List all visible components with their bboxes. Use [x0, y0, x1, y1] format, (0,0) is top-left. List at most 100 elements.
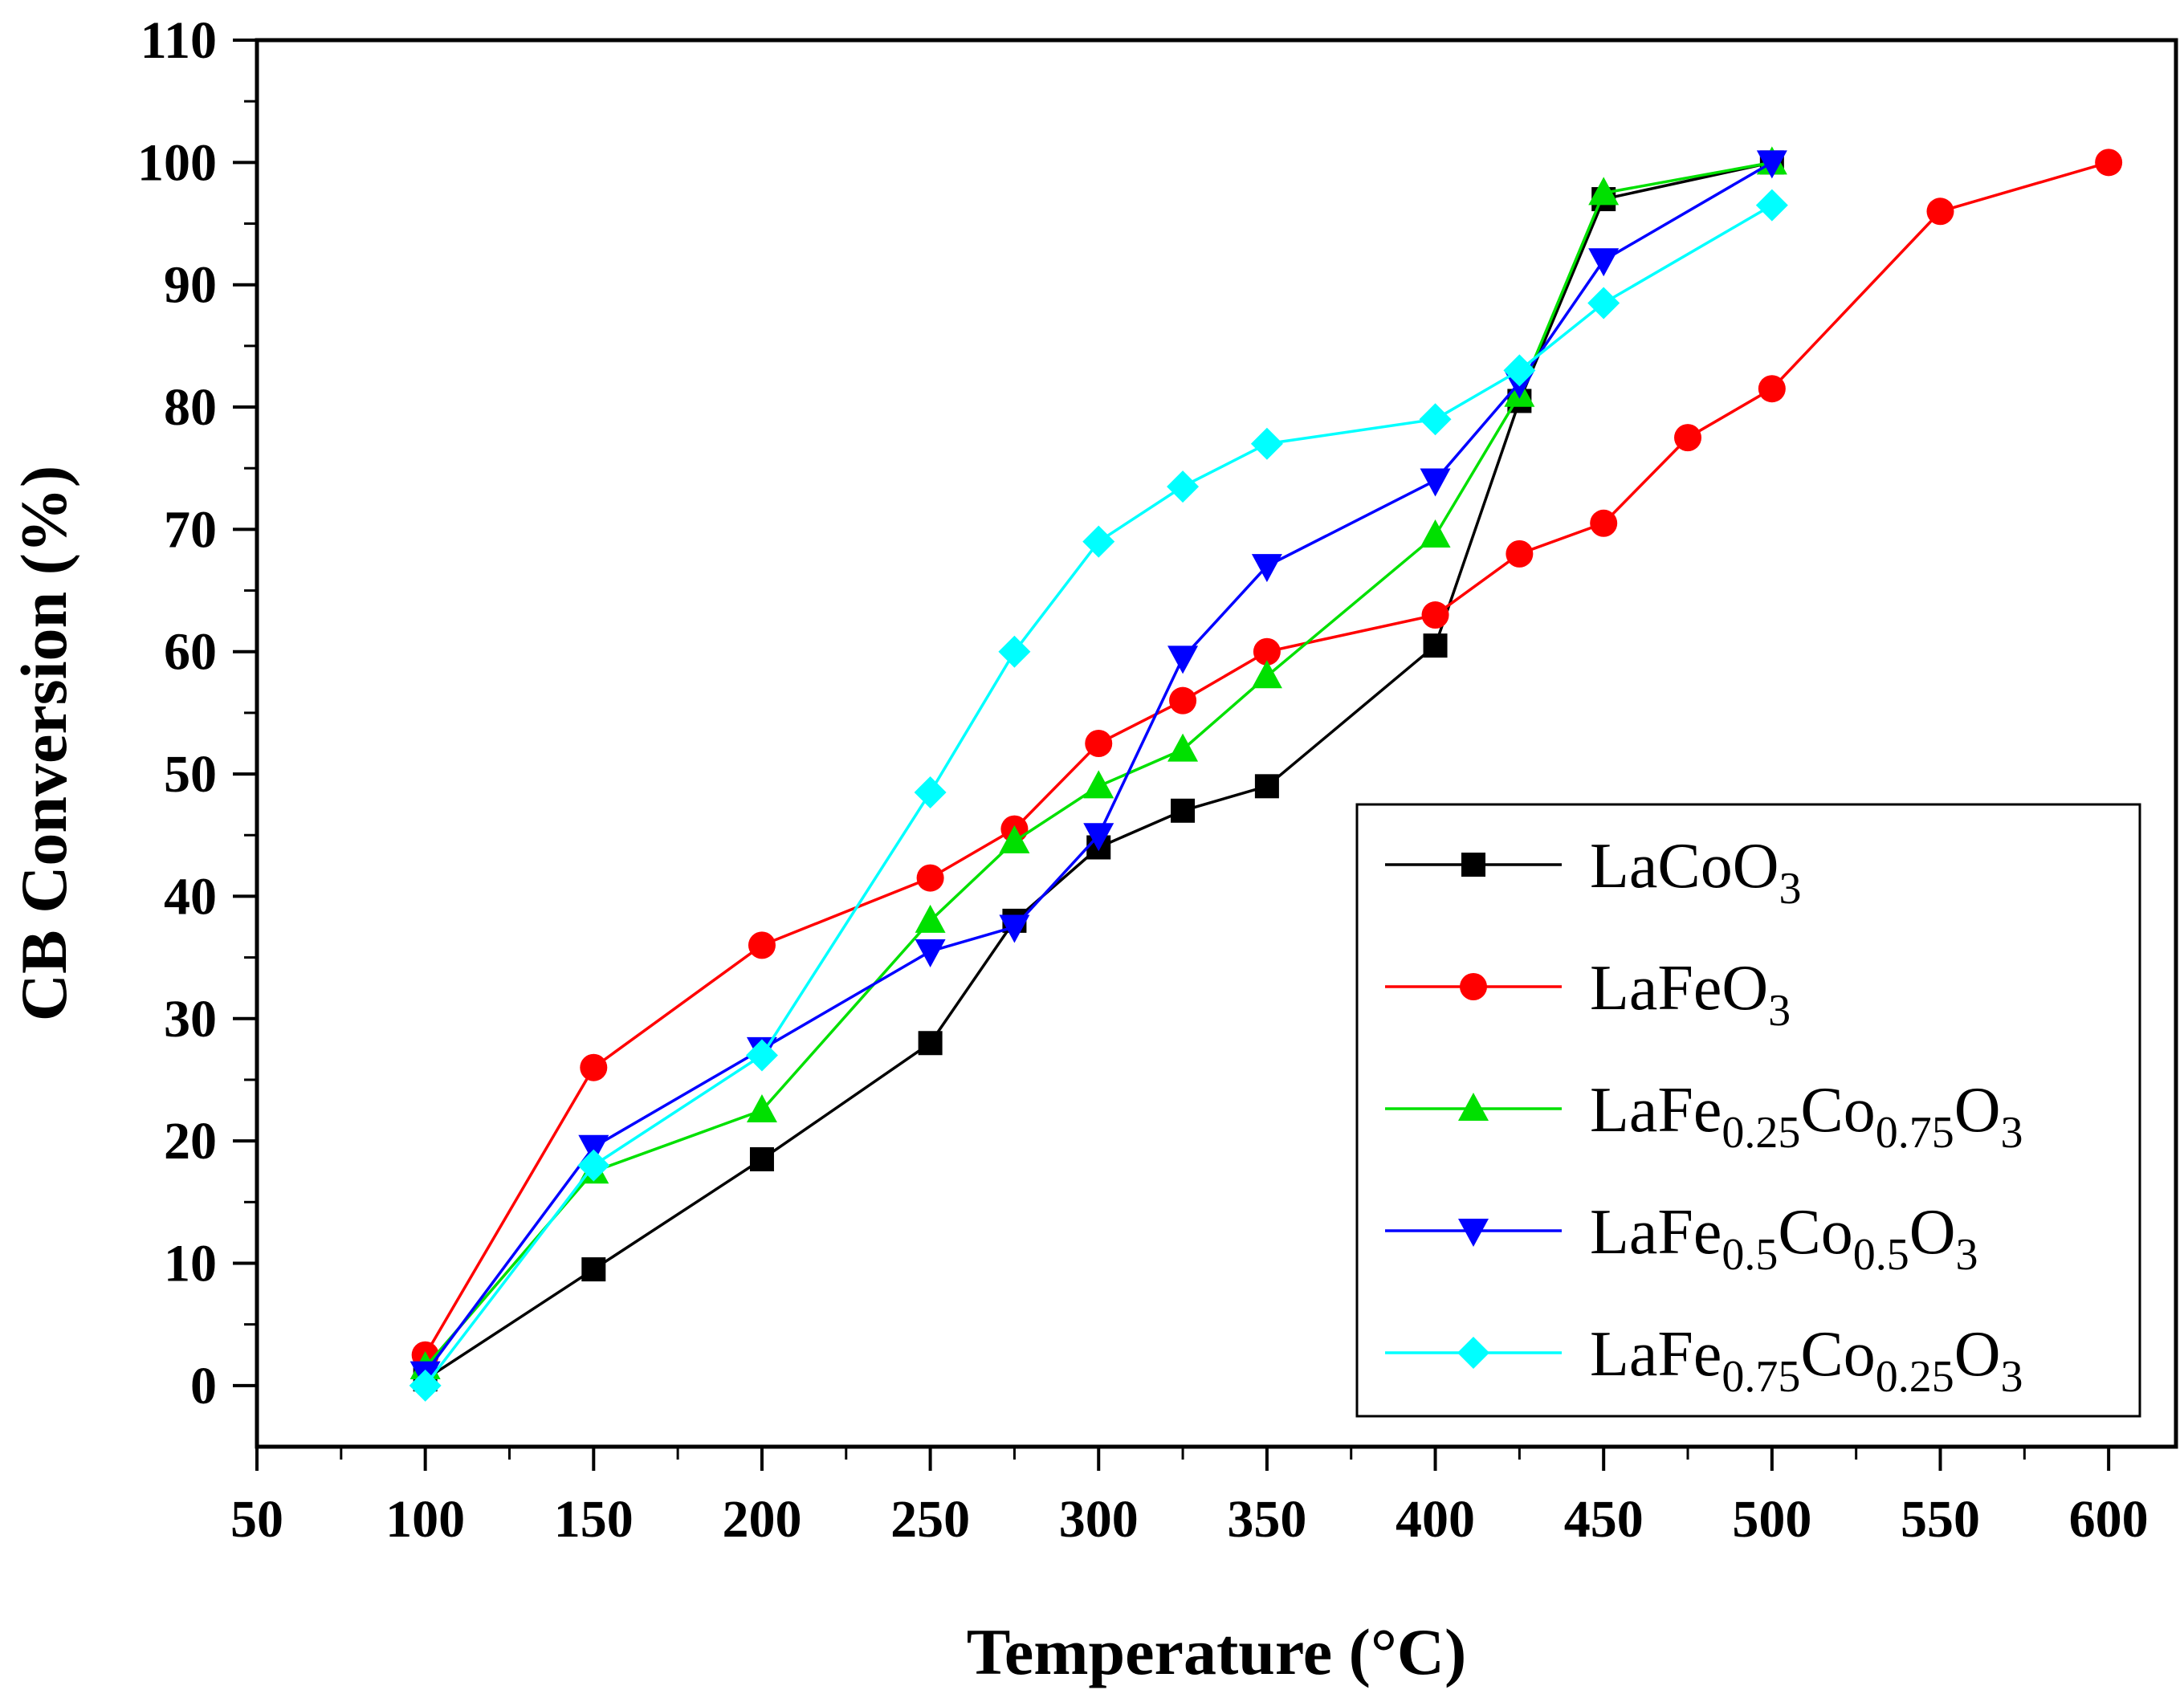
data-point: [1167, 645, 1199, 674]
x-tick-label: 350: [1227, 1490, 1306, 1549]
legend-label: LaFe0.75Co0.25O3: [1590, 1319, 2023, 1402]
data-point: [1250, 427, 1283, 460]
series-line: [424, 161, 1773, 1374]
x-tick-label: 600: [2069, 1490, 2149, 1549]
data-point: [1420, 519, 1451, 548]
data-point: [1421, 601, 1449, 629]
data-point: [1503, 354, 1536, 387]
data-point: [1755, 189, 1788, 222]
data-point: [578, 1134, 609, 1163]
y-tick-label: 110: [141, 11, 217, 70]
data-point: [1926, 197, 1954, 226]
x-axis-title: Temperature (°C): [967, 1615, 1467, 1688]
data-point: [748, 931, 776, 959]
data-point: [915, 904, 946, 933]
y-axis-title: CB Conversion (%): [7, 466, 80, 1021]
x-tick-label: 400: [1396, 1490, 1475, 1549]
y-tick-label: 40: [164, 867, 217, 926]
data-point: [2095, 149, 2123, 177]
legend-marker: [1461, 853, 1485, 877]
x-tick-label: 100: [385, 1490, 465, 1549]
data-point: [749, 1146, 774, 1171]
data-point: [998, 635, 1031, 668]
data-point: [1590, 509, 1618, 537]
legend-marker: [1458, 1219, 1489, 1247]
series-5: [409, 189, 1788, 1402]
x-tick-label: 50: [230, 1490, 283, 1549]
y-tick-label: 100: [137, 133, 217, 192]
data-point: [914, 776, 947, 808]
y-tick-label: 80: [164, 378, 217, 437]
x-tick-label: 250: [890, 1490, 970, 1549]
x-tick-label: 150: [554, 1490, 634, 1549]
y-tick-label: 0: [190, 1357, 217, 1415]
axis-ticks: 50 100 150 200 250 300 350 400 450 500 550 600 0 10 20…: [137, 11, 2149, 1549]
data-point: [745, 1039, 778, 1072]
y-tick-label: 70: [164, 500, 217, 559]
data-point: [1083, 770, 1114, 799]
x-tick-label: 550: [1901, 1490, 1980, 1549]
y-tick-label: 10: [164, 1234, 217, 1293]
legend-entry: LaFe0.5Co0.5O3: [1385, 1197, 1978, 1280]
data-point: [915, 939, 946, 967]
y-tick-label: 50: [164, 745, 217, 804]
y-tick-label: 90: [164, 256, 217, 315]
data-point: [1420, 468, 1451, 497]
data-point: [999, 914, 1030, 943]
data-point: [1251, 660, 1282, 689]
legend-box: [1355, 803, 2141, 1418]
data-point: [1085, 730, 1113, 757]
legend-entry: LaFe0.25Co0.75O3: [1385, 1075, 2023, 1158]
data-point: [1167, 733, 1199, 762]
x-tick-label: 500: [1732, 1490, 1811, 1549]
series-2: [411, 149, 2123, 1369]
legend-label: LaFe0.25Co0.75O3: [1590, 1075, 2023, 1158]
data-point: [1588, 248, 1620, 277]
data-point: [999, 825, 1030, 853]
y-tick-label: 20: [164, 1112, 217, 1171]
data-point: [916, 864, 944, 892]
data-point: [1082, 525, 1115, 558]
legend: LaCoO3 LaFeO3 LaFe0.25Co0.75O3 LaFe0.5Co0.5…: [1355, 803, 2141, 1418]
data-point: [1758, 375, 1786, 403]
data-point: [1253, 637, 1281, 666]
series-layer: [409, 146, 2123, 1402]
series-line: [424, 204, 1773, 1386]
data-point: [1588, 177, 1620, 206]
legend-entry: LaFe0.75Co0.25O3: [1385, 1319, 2023, 1402]
legend-marker: [1458, 1093, 1489, 1121]
plot-frame: [255, 38, 2178, 1449]
data-point: [1423, 633, 1448, 658]
y-tick-label: 60: [164, 623, 217, 682]
data-point: [409, 1369, 442, 1402]
data-point: [1169, 686, 1197, 715]
data-point: [1254, 774, 1279, 799]
legend-label: LaFe0.5Co0.5O3: [1590, 1197, 1978, 1280]
series-4: [410, 150, 1787, 1390]
data-point: [580, 1053, 608, 1081]
legend-entry: LaFeO3: [1385, 953, 1791, 1036]
data-point: [1674, 424, 1702, 452]
data-point: [746, 1094, 777, 1123]
data-point: [1171, 798, 1196, 823]
legend-marker: [1460, 973, 1487, 1000]
series-line: [424, 161, 1773, 1381]
legend-label: LaCoO3: [1590, 831, 1802, 914]
data-point: [918, 1031, 943, 1056]
data-point: [1251, 554, 1282, 583]
data-point: [577, 1149, 610, 1182]
x-tick-label: 300: [1059, 1490, 1139, 1549]
x-tick-label: 450: [1564, 1490, 1644, 1549]
legend-label: LaFeO3: [1590, 953, 1791, 1036]
legend-marker: [1457, 1337, 1489, 1369]
data-point: [1587, 287, 1620, 320]
y-tick-label: 30: [164, 990, 217, 1048]
data-point: [581, 1257, 606, 1282]
data-point: [1167, 470, 1200, 503]
data-point: [1756, 150, 1787, 179]
data-point: [1506, 540, 1534, 568]
data-point: [1419, 403, 1452, 436]
legend-entry: LaCoO3: [1385, 831, 1802, 914]
data-point: [1083, 823, 1114, 852]
